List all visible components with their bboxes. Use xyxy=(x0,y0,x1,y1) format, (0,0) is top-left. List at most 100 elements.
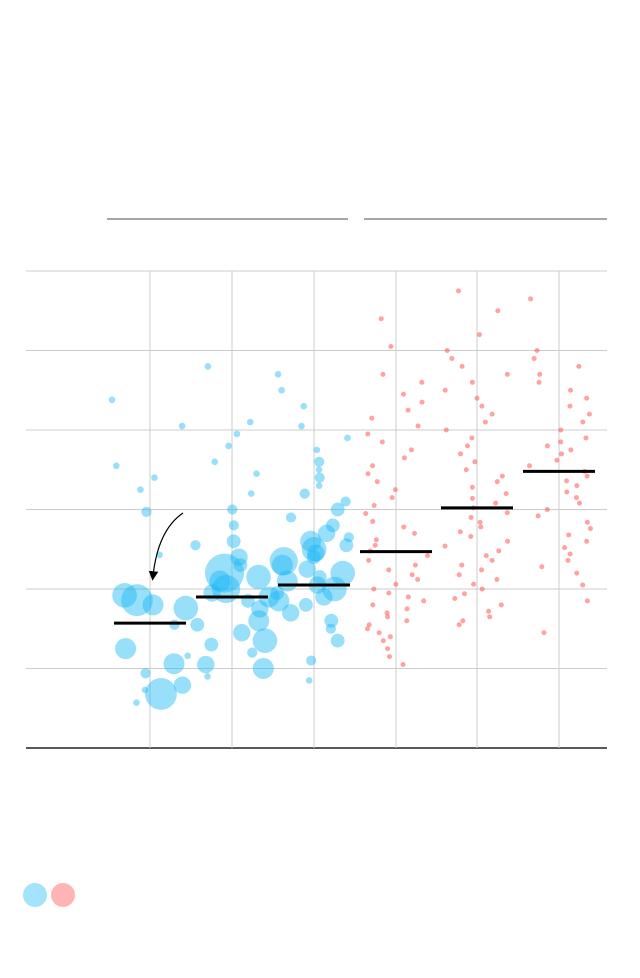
dot xyxy=(458,451,464,457)
dot xyxy=(314,456,325,467)
dot xyxy=(415,423,421,429)
dot xyxy=(580,582,586,588)
dot xyxy=(504,510,510,516)
dot xyxy=(469,379,475,385)
dot xyxy=(313,446,321,454)
dot xyxy=(384,610,390,616)
dot xyxy=(370,518,376,524)
legend-swatch xyxy=(23,883,47,907)
dot xyxy=(330,633,345,648)
dot xyxy=(317,524,336,543)
dot xyxy=(387,634,393,640)
dot xyxy=(163,653,185,675)
dot xyxy=(459,363,465,369)
legend-swatch xyxy=(51,883,75,907)
dot xyxy=(225,442,232,450)
dot xyxy=(251,600,269,618)
dot xyxy=(370,602,376,608)
dot xyxy=(443,427,449,433)
dot xyxy=(173,595,199,621)
dot xyxy=(469,435,475,441)
grid xyxy=(26,270,607,749)
dot xyxy=(385,614,391,620)
dot xyxy=(305,677,313,684)
dot xyxy=(365,431,371,437)
dot xyxy=(401,391,407,397)
dot xyxy=(315,466,323,474)
dot xyxy=(412,530,418,536)
dot xyxy=(498,602,504,608)
dot xyxy=(584,598,590,604)
dot xyxy=(479,586,485,592)
dot xyxy=(233,430,241,438)
dot xyxy=(456,572,462,578)
dot xyxy=(137,486,144,493)
dot xyxy=(340,496,351,507)
dot xyxy=(401,455,407,461)
dot xyxy=(505,538,511,544)
dot xyxy=(584,519,590,525)
dot xyxy=(145,678,177,710)
dot xyxy=(478,524,484,530)
dot xyxy=(415,576,421,582)
dot xyxy=(444,348,450,353)
dot xyxy=(565,557,571,563)
dot xyxy=(401,524,407,530)
dot xyxy=(486,608,492,614)
dot xyxy=(452,596,458,602)
dot xyxy=(405,594,411,600)
dot xyxy=(405,407,411,413)
dot xyxy=(419,379,425,385)
dot xyxy=(330,560,356,586)
dot xyxy=(230,548,248,566)
dot xyxy=(464,443,470,449)
annotation-arrow xyxy=(148,512,184,581)
dot xyxy=(113,462,120,470)
dot xyxy=(528,296,534,302)
dot xyxy=(306,550,321,565)
dot xyxy=(156,551,163,559)
dot xyxy=(233,624,251,642)
dot xyxy=(584,395,590,401)
dot xyxy=(404,618,410,624)
dot xyxy=(197,655,215,674)
dot xyxy=(385,646,391,652)
dot xyxy=(376,630,382,636)
dot xyxy=(184,652,191,660)
dot xyxy=(204,637,219,652)
dot xyxy=(558,427,564,433)
dot xyxy=(300,530,322,552)
dot xyxy=(559,451,565,457)
dot xyxy=(169,619,180,630)
dot xyxy=(421,598,427,604)
dot xyxy=(366,557,372,563)
dot xyxy=(374,479,380,485)
dot xyxy=(140,668,151,679)
dot xyxy=(580,419,586,425)
dot xyxy=(121,584,153,617)
dot xyxy=(442,387,448,393)
dot xyxy=(271,554,293,576)
dot xyxy=(576,363,582,369)
dot xyxy=(269,547,298,576)
dot xyxy=(409,572,415,578)
dot xyxy=(564,489,570,495)
dot xyxy=(496,548,502,554)
dot xyxy=(456,288,462,294)
dot xyxy=(576,500,582,506)
dot xyxy=(476,332,482,338)
dot xyxy=(258,586,280,608)
dot xyxy=(586,411,592,417)
dot xyxy=(469,495,475,501)
dot xyxy=(472,459,478,465)
dot xyxy=(301,536,327,562)
dot xyxy=(495,308,501,314)
dot xyxy=(371,503,377,509)
dot xyxy=(298,422,305,430)
dot xyxy=(315,482,323,489)
dot xyxy=(389,495,395,501)
dot xyxy=(487,614,493,620)
dot xyxy=(554,457,560,463)
dot xyxy=(583,435,589,441)
dot xyxy=(568,447,574,453)
